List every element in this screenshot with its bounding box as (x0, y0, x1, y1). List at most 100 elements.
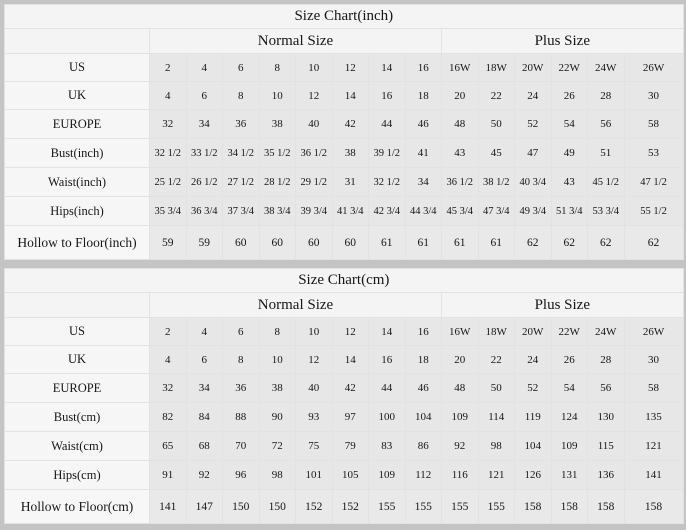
table-cell: 60 (331, 225, 369, 260)
table-cell: 126 (514, 460, 552, 490)
table-cell: 28 (587, 81, 625, 110)
row-label: Bust(inch) (4, 138, 150, 168)
table-cell: 53 (623, 138, 684, 168)
table-cell: 18 (404, 345, 442, 374)
table-cell: 72 (258, 431, 296, 461)
table-cell: 41 3/4 (331, 196, 369, 226)
table-cell: 53 3/4 (587, 196, 625, 226)
table-cell: 40 (295, 109, 333, 139)
table-cell: 4 (185, 53, 223, 82)
table-cell: 16 (404, 317, 442, 346)
table-cell: 2 (149, 317, 187, 346)
table-cell: 42 (331, 109, 369, 139)
table-cell: 18 (404, 81, 442, 110)
table-cell: 4 (149, 81, 187, 110)
table-row: Waist(inch) 25 1/2 26 1/2 27 1/2 28 1/2 29 1/… (4, 167, 684, 197)
table-cell: 45 (477, 138, 515, 168)
group-header-spacer (4, 28, 150, 54)
size-chart-table-2: Size Chart(cm) Normal Size Plus Size US 2 4 6 8… (4, 268, 684, 524)
table-cell: 36 3/4 (185, 196, 223, 226)
table-cell: 109 (368, 460, 406, 490)
table-cell: 36 1/2 (441, 167, 479, 197)
table-cell: 26W (623, 317, 684, 346)
table-cell: 42 3/4 (368, 196, 406, 226)
group-header-spacer (4, 292, 150, 318)
row-label: Hollow to Floor(inch) (4, 225, 150, 260)
table-cell: 75 (295, 431, 333, 461)
table-cell: 40 3/4 (514, 167, 552, 197)
table-cell: 158 (514, 489, 552, 524)
table-cell: 155 (404, 489, 442, 524)
table-cell: 79 (331, 431, 369, 461)
table-cell: 4 (185, 317, 223, 346)
table-cell: 101 (295, 460, 333, 490)
table-cell: 98 (477, 431, 515, 461)
table-cell: 70 (222, 431, 260, 461)
table-cell: 112 (404, 460, 442, 490)
table-cell: 155 (441, 489, 479, 524)
table-cell: 34 (404, 167, 442, 197)
table-cell: 16 (404, 53, 442, 82)
table-cell: 49 (550, 138, 588, 168)
row-label: US (4, 53, 150, 82)
table-cell: 32 1/2 (149, 138, 187, 168)
table-cell: 27 1/2 (222, 167, 260, 197)
table-cell: 8 (258, 317, 296, 346)
table-cell: 39 1/2 (368, 138, 406, 168)
table-row: Hips(cm) 91 92 96 98 101 105 109 112 116 121 126 131… (4, 460, 684, 490)
row-label: Hips(cm) (4, 460, 150, 490)
table-cell: 20 (441, 81, 479, 110)
table-cell: 51 3/4 (550, 196, 588, 226)
table-cell: 49 3/4 (514, 196, 552, 226)
table-cell: 26 1/2 (185, 167, 223, 197)
table-cell: 10 (258, 345, 296, 374)
table-cell: 62 (587, 225, 625, 260)
table-cell: 36 (222, 373, 260, 403)
table-cell: 130 (587, 402, 625, 432)
table-cell: 50 (477, 373, 515, 403)
table-cell: 152 (295, 489, 333, 524)
table-cell: 18W (477, 317, 515, 346)
table-cell: 16W (441, 53, 479, 82)
table-cell: 54 (550, 373, 588, 403)
table-cell: 14 (368, 53, 406, 82)
table-cell: 136 (587, 460, 625, 490)
table-cell: 121 (477, 460, 515, 490)
table-cell: 22 (477, 345, 515, 374)
table-cell: 24 (514, 81, 552, 110)
table-cell: 84 (185, 402, 223, 432)
table-cell: 44 (368, 373, 406, 403)
table-cell: 4 (149, 345, 187, 374)
table-cell: 24W (587, 53, 625, 82)
table-cell: 60 (295, 225, 333, 260)
table-row: Bust(cm) 82 84 88 90 93 97 100 104 109 114 119 124 13… (4, 402, 684, 432)
table-cell: 26W (623, 53, 684, 82)
chart-title-row: Size Chart(inch) (4, 4, 684, 29)
table-cell: 12 (331, 317, 369, 346)
chart-title: Size Chart(inch) (4, 4, 684, 29)
table-cell: 40 (295, 373, 333, 403)
size-group-header: Plus Size (441, 28, 684, 54)
table-cell: 105 (331, 460, 369, 490)
table-cell: 61 (404, 225, 442, 260)
table-cell: 150 (258, 489, 296, 524)
table-cell: 8 (258, 53, 296, 82)
table-cell: 119 (514, 402, 552, 432)
table-row: UK 4 6 8 10 12 14 16 18 20 22 24 26 28 30 (4, 345, 684, 374)
table-cell: 36 1/2 (295, 138, 333, 168)
table-cell: 98 (258, 460, 296, 490)
table-cell: 26 (550, 345, 588, 374)
table-cell: 158 (550, 489, 588, 524)
table-cell: 59 (185, 225, 223, 260)
table-row: Bust(inch) 32 1/2 33 1/2 34 1/2 35 1/2 36 1/2… (4, 138, 684, 168)
table-cell: 38 (258, 373, 296, 403)
size-group-header-row: Normal Size Plus Size (4, 28, 684, 54)
table-cell: 20 (441, 345, 479, 374)
table-cell: 2 (149, 53, 187, 82)
row-label: Hips(inch) (4, 196, 150, 226)
table-cell: 121 (623, 431, 684, 461)
size-group-header: Normal Size (149, 28, 442, 54)
table-cell: 56 (587, 109, 625, 139)
table-cell: 16 (368, 81, 406, 110)
